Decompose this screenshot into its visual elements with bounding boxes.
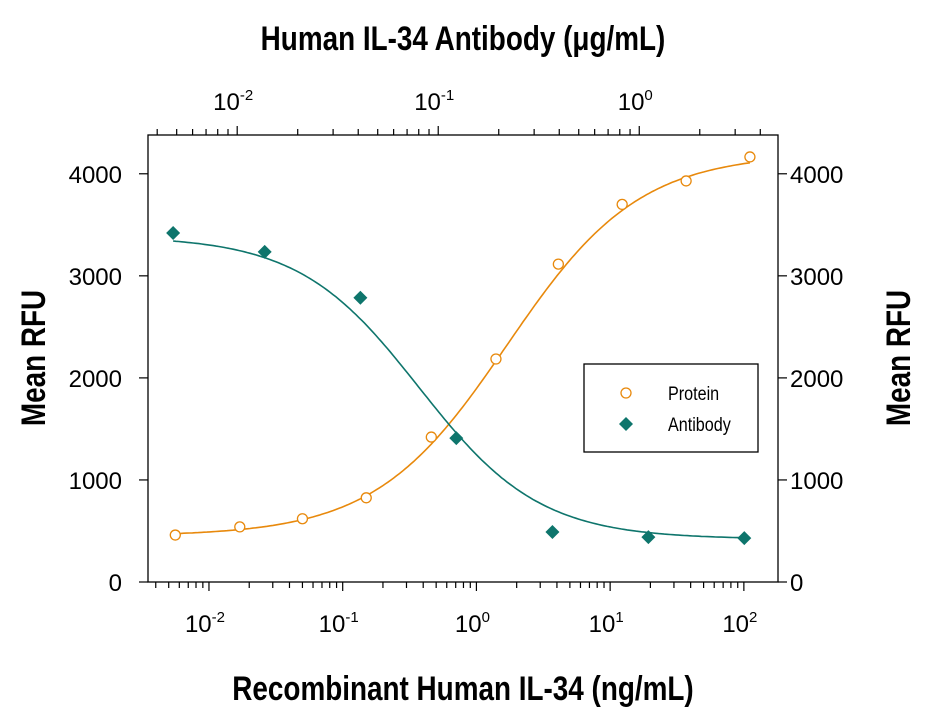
right-y-tick-label: 4000 — [790, 162, 843, 189]
bottom-tick-label: 100 — [455, 609, 490, 638]
antibody-data-point — [641, 530, 656, 545]
legend-box — [583, 363, 759, 453]
tick-base: 10 — [618, 89, 645, 116]
protein-data-point — [234, 521, 246, 533]
tick-base: 10 — [722, 611, 749, 638]
protein-data-point — [680, 175, 692, 187]
tick-exponent: -1 — [441, 87, 454, 104]
top-tick-label: 10-1 — [414, 87, 454, 116]
tick-base: 10 — [455, 611, 482, 638]
tick-exponent: -2 — [212, 609, 225, 626]
top-axis-title: Human IL-34 Antibody (μg/mL) — [261, 19, 666, 57]
tick-exponent: -2 — [240, 87, 253, 104]
bottom-axis-title: Recombinant Human IL-34 (ng/mL) — [232, 669, 693, 707]
right-axis-title: Mean RFU — [879, 290, 917, 426]
protein-data-point — [490, 353, 502, 365]
legend-marker-protein — [620, 387, 632, 399]
tick-base: 10 — [319, 611, 346, 638]
right-y-tick-label: 0 — [790, 570, 803, 597]
antibody-data-point — [166, 225, 181, 240]
protein-data-point — [169, 529, 181, 541]
protein-data-point — [552, 258, 565, 270]
left-y-tick-label: 1000 — [69, 468, 122, 495]
right-y-tick-label: 2000 — [790, 366, 843, 393]
tick-base: 10 — [213, 89, 240, 116]
protein-data-point — [425, 431, 437, 443]
protein-data-point — [296, 513, 309, 525]
antibody-data-point — [257, 244, 272, 259]
antibody-data-point — [545, 524, 560, 539]
right-y-tick-label: 1000 — [790, 468, 843, 495]
protein-data-point — [616, 198, 628, 211]
antibody-data-point — [449, 431, 464, 446]
legend-label-protein: Protein — [668, 383, 719, 405]
antibody-data-point — [353, 290, 368, 305]
left-axis-title: Mean RFU — [14, 290, 52, 426]
bottom-tick-label: 102 — [722, 609, 757, 638]
tick-base: 10 — [185, 611, 212, 638]
protein-fit-curve — [175, 162, 751, 535]
top-tick-label: 100 — [618, 87, 653, 116]
tick-exponent: 2 — [749, 609, 757, 626]
tick-exponent: 1 — [615, 609, 623, 626]
tick-exponent: -1 — [345, 609, 358, 626]
top-tick-label: 10-2 — [213, 87, 253, 116]
tick-base: 10 — [589, 611, 616, 638]
antibody-data-point — [737, 531, 752, 546]
protein-data-point — [360, 492, 372, 504]
legend-marker-antibody — [619, 417, 633, 431]
tick-exponent: 0 — [644, 87, 652, 104]
tick-exponent: 0 — [482, 609, 490, 626]
right-y-tick-label: 3000 — [790, 264, 843, 291]
legend-label-antibody: Antibody — [668, 414, 731, 436]
plot-frame — [147, 134, 779, 583]
left-y-tick-label: 3000 — [69, 264, 122, 291]
protein-data-point — [744, 151, 756, 163]
bottom-tick-label: 10-1 — [319, 609, 359, 638]
bottom-tick-label: 101 — [589, 609, 624, 638]
legend: Protein Antibody — [583, 363, 759, 453]
left-y-tick-label: 0 — [109, 570, 122, 597]
tick-base: 10 — [414, 89, 441, 116]
left-y-tick-label: 2000 — [69, 366, 122, 393]
bottom-tick-label: 10-2 — [185, 609, 225, 638]
left-y-tick-label: 4000 — [69, 162, 122, 189]
